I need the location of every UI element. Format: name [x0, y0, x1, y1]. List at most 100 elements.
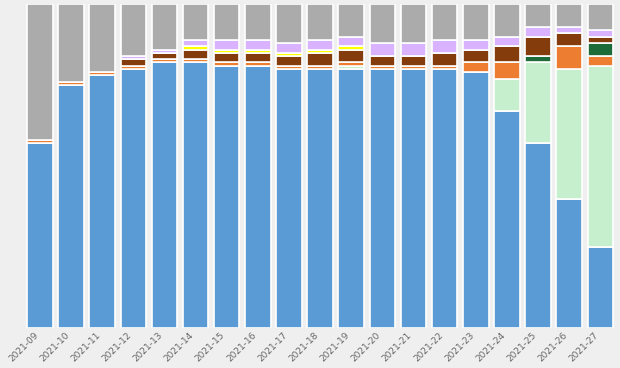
- Bar: [245, 40, 270, 50]
- Bar: [339, 36, 364, 46]
- Bar: [370, 66, 395, 69]
- Bar: [432, 53, 458, 66]
- Bar: [214, 50, 239, 53]
- Bar: [525, 27, 551, 36]
- Bar: [245, 63, 270, 66]
- Bar: [401, 56, 427, 66]
- Bar: [339, 66, 364, 69]
- Bar: [525, 63, 551, 144]
- Bar: [339, 69, 364, 328]
- Bar: [588, 66, 613, 247]
- Bar: [183, 4, 208, 40]
- Bar: [277, 43, 302, 53]
- Bar: [214, 4, 239, 40]
- Bar: [183, 46, 208, 50]
- Bar: [370, 4, 395, 43]
- Bar: [401, 66, 427, 69]
- Bar: [152, 4, 177, 50]
- Bar: [183, 50, 208, 59]
- Bar: [463, 63, 489, 72]
- Bar: [525, 144, 551, 328]
- Bar: [588, 4, 613, 30]
- Bar: [120, 4, 146, 56]
- Bar: [401, 4, 427, 43]
- Bar: [27, 140, 53, 144]
- Bar: [339, 4, 364, 36]
- Bar: [152, 53, 177, 59]
- Bar: [588, 30, 613, 36]
- Bar: [525, 56, 551, 63]
- Bar: [183, 63, 208, 328]
- Bar: [339, 50, 364, 63]
- Bar: [370, 56, 395, 66]
- Bar: [556, 27, 582, 33]
- Bar: [494, 46, 520, 63]
- Bar: [214, 53, 239, 63]
- Bar: [525, 4, 551, 27]
- Bar: [27, 4, 53, 140]
- Bar: [214, 40, 239, 50]
- Bar: [214, 63, 239, 66]
- Bar: [308, 40, 333, 50]
- Bar: [308, 50, 333, 53]
- Bar: [494, 79, 520, 111]
- Bar: [89, 72, 115, 75]
- Bar: [432, 4, 458, 40]
- Bar: [308, 69, 333, 328]
- Bar: [494, 4, 520, 36]
- Bar: [401, 69, 427, 328]
- Bar: [339, 63, 364, 66]
- Bar: [277, 56, 302, 66]
- Bar: [183, 59, 208, 63]
- Bar: [494, 36, 520, 46]
- Bar: [58, 85, 84, 328]
- Bar: [120, 66, 146, 69]
- Bar: [494, 63, 520, 79]
- Bar: [120, 69, 146, 328]
- Bar: [27, 144, 53, 328]
- Bar: [120, 59, 146, 66]
- Bar: [525, 36, 551, 56]
- Bar: [277, 4, 302, 43]
- Bar: [58, 4, 84, 82]
- Bar: [339, 46, 364, 50]
- Bar: [432, 66, 458, 69]
- Bar: [183, 40, 208, 46]
- Bar: [463, 40, 489, 50]
- Bar: [308, 66, 333, 69]
- Bar: [556, 4, 582, 27]
- Bar: [277, 53, 302, 56]
- Bar: [308, 4, 333, 40]
- Bar: [89, 4, 115, 72]
- Bar: [370, 43, 395, 56]
- Bar: [58, 82, 84, 85]
- Bar: [89, 75, 115, 328]
- Bar: [245, 50, 270, 53]
- Bar: [556, 33, 582, 46]
- Bar: [401, 43, 427, 56]
- Bar: [245, 53, 270, 63]
- Bar: [308, 53, 333, 66]
- Bar: [277, 69, 302, 328]
- Bar: [152, 59, 177, 63]
- Bar: [494, 111, 520, 328]
- Bar: [556, 199, 582, 328]
- Bar: [556, 46, 582, 69]
- Bar: [463, 72, 489, 328]
- Bar: [277, 66, 302, 69]
- Bar: [152, 50, 177, 53]
- Bar: [245, 4, 270, 40]
- Bar: [588, 247, 613, 328]
- Bar: [152, 63, 177, 328]
- Bar: [120, 56, 146, 59]
- Bar: [432, 69, 458, 328]
- Bar: [463, 4, 489, 40]
- Bar: [588, 43, 613, 56]
- Bar: [214, 66, 239, 328]
- Bar: [370, 69, 395, 328]
- Bar: [432, 40, 458, 53]
- Bar: [588, 36, 613, 43]
- Bar: [556, 69, 582, 199]
- Bar: [588, 56, 613, 66]
- Bar: [245, 66, 270, 328]
